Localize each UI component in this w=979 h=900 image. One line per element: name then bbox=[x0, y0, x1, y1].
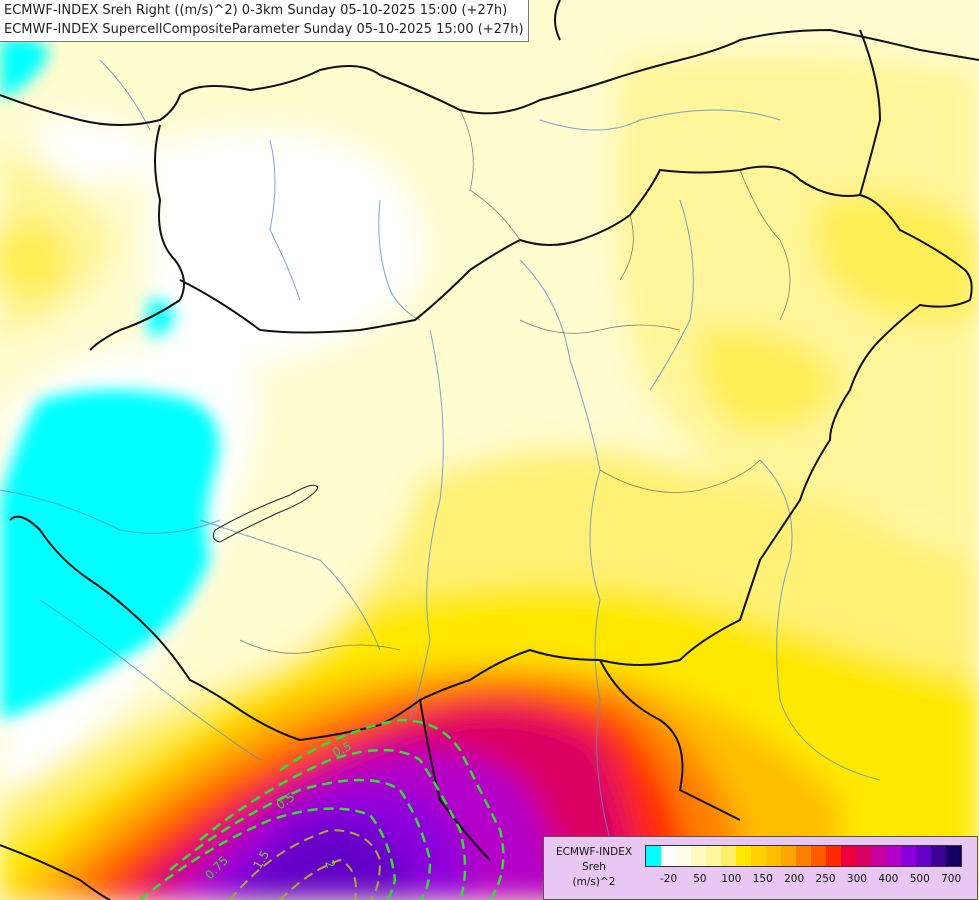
legend-swatch bbox=[796, 846, 811, 866]
legend-swatch bbox=[676, 846, 691, 866]
legend-swatch bbox=[646, 846, 661, 866]
legend-title: ECMWF-INDEX Sreh (m/s)^2 bbox=[548, 845, 640, 890]
legend-ticks: -20 50 100 150 200 250 300 400 500 700 bbox=[645, 873, 975, 887]
legend-title-line: ECMWF-INDEX bbox=[555, 846, 633, 858]
header-line-scp: ECMWF-INDEX SupercellCompositeParameter … bbox=[4, 22, 524, 37]
legend-swatch bbox=[871, 846, 886, 866]
legend-swatch bbox=[826, 846, 841, 866]
legend-swatch bbox=[946, 846, 961, 866]
header-line-sreh: ECMWF-INDEX Sreh Right ((m/s)^2) 0-3km S… bbox=[4, 3, 508, 18]
legend-tick-label: 250 bbox=[815, 873, 836, 885]
legend-tick-label: -20 bbox=[659, 873, 678, 885]
legend-swatch bbox=[841, 846, 856, 866]
legend-tick-label: 400 bbox=[878, 873, 899, 885]
legend-tick-label: 700 bbox=[941, 873, 962, 885]
legend-swatch bbox=[691, 846, 706, 866]
legend-swatch bbox=[856, 846, 871, 866]
legend-color-bar bbox=[645, 845, 962, 867]
contour-label: 2 bbox=[322, 858, 338, 870]
legend-tick-label: 50 bbox=[693, 873, 707, 885]
legend-swatch bbox=[931, 846, 946, 866]
legend-swatch bbox=[721, 846, 736, 866]
scp-contours bbox=[139, 718, 505, 900]
legend-swatch bbox=[766, 846, 781, 866]
legend-title-line: (m/s)^2 bbox=[572, 876, 616, 888]
legend-swatch bbox=[736, 846, 751, 866]
color-legend: ECMWF-INDEX Sreh (m/s)^2 -20 50 100 150 200 2… bbox=[543, 836, 978, 900]
lake-balaton bbox=[212, 484, 319, 543]
legend-swatch bbox=[916, 846, 931, 866]
legend-tick-label: 500 bbox=[909, 873, 930, 885]
scp-contours-olive bbox=[229, 828, 382, 900]
legend-swatch bbox=[901, 846, 916, 866]
legend-swatch bbox=[751, 846, 766, 866]
legend-swatch bbox=[781, 846, 796, 866]
legend-tick-label: 150 bbox=[752, 873, 773, 885]
legend-swatch bbox=[811, 846, 826, 866]
legend-swatch bbox=[706, 846, 721, 866]
legend-swatch bbox=[661, 846, 676, 866]
legend-tick-label: 100 bbox=[721, 873, 742, 885]
legend-title-line: Sreh bbox=[582, 861, 606, 873]
rivers bbox=[0, 59, 881, 841]
legend-tick-label: 200 bbox=[784, 873, 805, 885]
legend-swatch bbox=[886, 846, 901, 866]
legend-tick-label: 300 bbox=[846, 873, 867, 885]
map-header: ECMWF-INDEX Sreh Right ((m/s)^2) 0-3km S… bbox=[0, 0, 529, 42]
regional-boundaries bbox=[239, 109, 791, 654]
cyan-zones bbox=[0, 36, 220, 720]
